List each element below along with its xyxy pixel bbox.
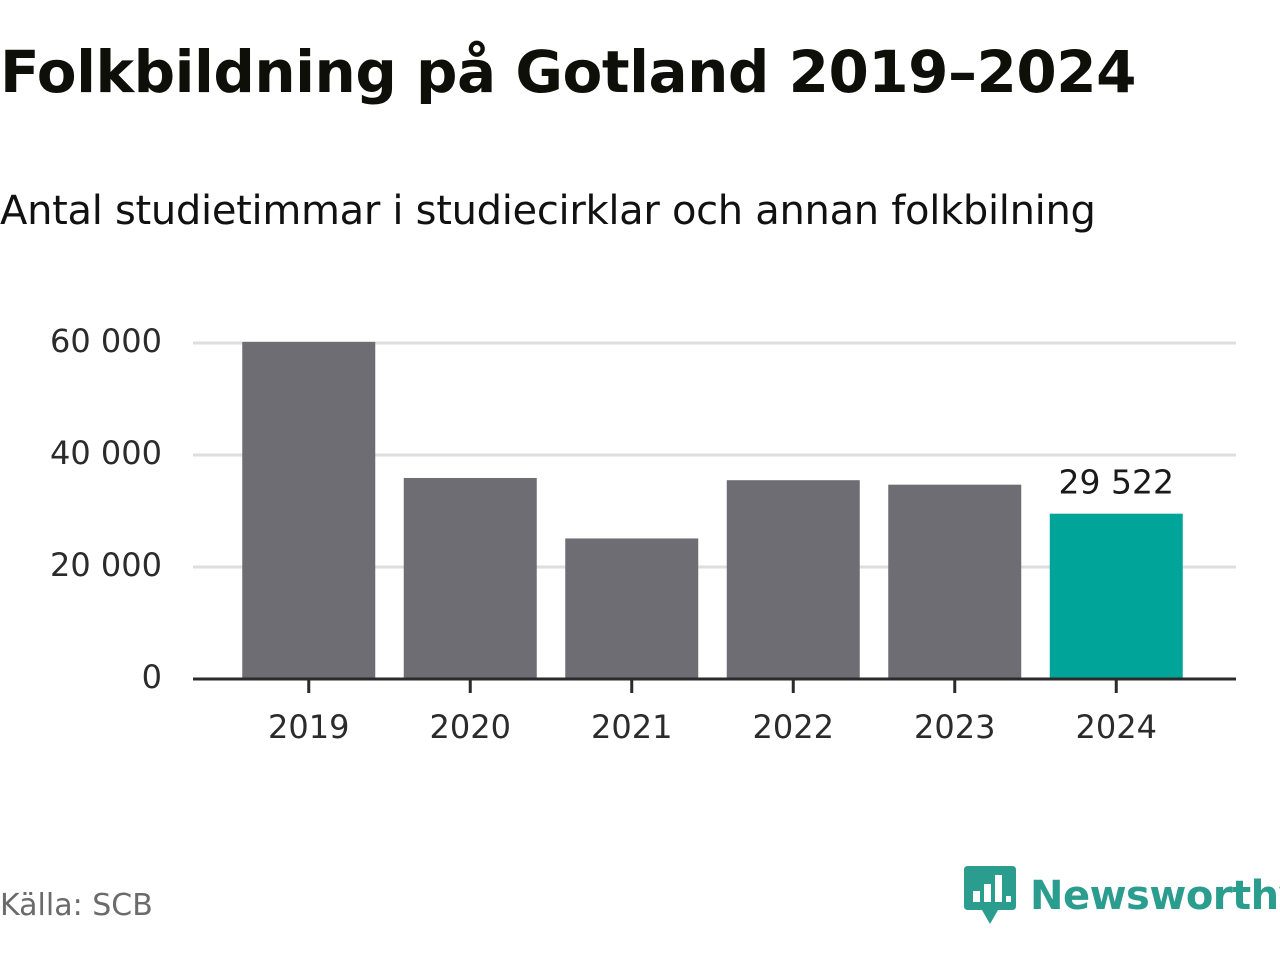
y-tick-label: 60 000 [50,322,162,360]
x-tick-label: 2024 [1076,708,1157,746]
bar [726,480,860,679]
x-tick-label: 2019 [268,708,349,746]
x-tick-label: 2021 [591,708,672,746]
axis-labels: 0 20 000 40 000 60 000 2019 2020 2021 2022 2023 2… [50,322,1174,746]
bar [888,484,1022,679]
source-note: Källa: SCB [0,888,153,923]
bar [403,477,537,679]
x-tick-label: 2020 [430,708,511,746]
chart-title: Folkbildning på Gotland 2019–2024 [0,38,1136,106]
chart-subtitle: Antal studietimmar i studiecirklar och a… [0,188,1096,234]
brand-name: Newsworthy [1030,873,1280,919]
y-tick-label: 40 000 [50,434,162,472]
bar [565,538,699,679]
data-label: 29 522 [1059,463,1174,502]
bar-highlight [1049,513,1183,679]
brand-logo: Newsworthy [964,866,1280,926]
bars [242,341,1183,679]
x-axis [193,677,1236,693]
x-tick-label: 2023 [914,708,995,746]
y-tick-label: 20 000 [50,546,162,584]
x-tick-label: 2022 [753,708,834,746]
bar [242,341,376,679]
newsworthy-logo-icon [964,866,1016,924]
y-tick-label: 0 [142,658,162,696]
